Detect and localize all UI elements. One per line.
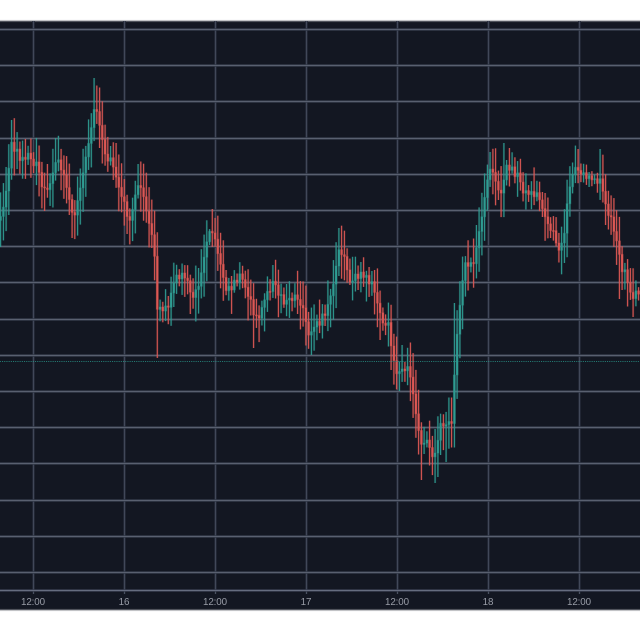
- svg-text:12:00: 12:00: [385, 597, 410, 608]
- svg-text:17: 17: [301, 597, 312, 608]
- svg-text:18: 18: [483, 597, 494, 608]
- svg-text:12:00: 12:00: [567, 597, 592, 608]
- svg-text:12:00: 12:00: [21, 597, 46, 608]
- svg-text:16: 16: [119, 597, 130, 608]
- svg-text:12:00: 12:00: [203, 597, 228, 608]
